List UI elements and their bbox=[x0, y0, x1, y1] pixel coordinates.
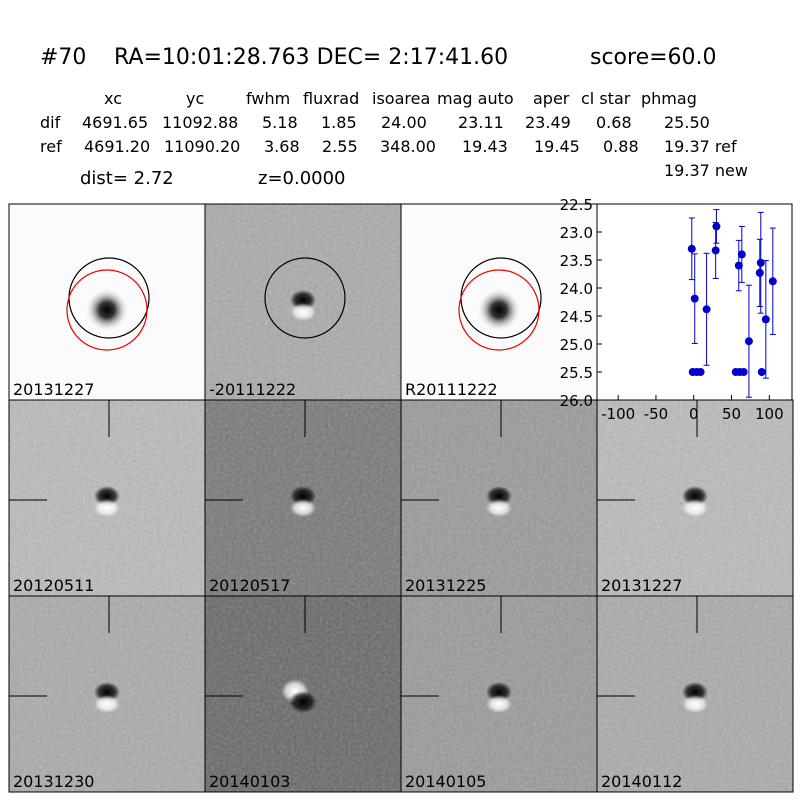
stamp-label: 20120511 bbox=[13, 576, 94, 595]
x-tick-label: -50 bbox=[644, 405, 669, 423]
blob-white bbox=[290, 499, 316, 517]
table-cell: 11092.88 bbox=[162, 113, 238, 132]
point bbox=[755, 268, 764, 277]
dist: dist= 2.72 bbox=[80, 168, 174, 189]
stamp-label: 20140105 bbox=[405, 772, 486, 791]
chart: 22.5 23.0 23.5 24.0 24.5 25.0 25.5 26.0 -100 -50 0… bbox=[560, 196, 793, 423]
column-header: mag auto bbox=[437, 89, 514, 108]
point bbox=[739, 368, 748, 376]
title-id: #70 bbox=[40, 45, 86, 70]
star bbox=[85, 288, 129, 332]
column-header: phmag bbox=[641, 89, 697, 108]
extra-mag: 19.37 new bbox=[664, 161, 748, 180]
y-tick-label: 26.0 bbox=[560, 392, 593, 410]
point bbox=[756, 258, 765, 267]
table-cell: 3.68 bbox=[264, 137, 300, 156]
table-cell: 19.43 bbox=[462, 137, 508, 156]
table-cell: 348.00 bbox=[380, 137, 436, 156]
table-cell: 2.55 bbox=[322, 137, 358, 156]
blob-dark bbox=[289, 691, 317, 713]
table-cell: 19.37 ref bbox=[664, 137, 737, 156]
table-cell: 23.11 bbox=[458, 113, 504, 132]
y-tick-label: 25.0 bbox=[560, 336, 593, 354]
y-tick-label: 23.5 bbox=[560, 252, 593, 270]
table-cell: 19.45 bbox=[534, 137, 580, 156]
point bbox=[711, 246, 720, 255]
blob-white bbox=[290, 303, 316, 321]
stamp-label: 20131225 bbox=[405, 576, 486, 595]
table-cell: ref bbox=[40, 137, 62, 156]
column-header: xc bbox=[104, 89, 122, 108]
point bbox=[757, 368, 766, 376]
x-tick-label: 50 bbox=[722, 405, 741, 423]
point bbox=[690, 294, 699, 303]
blob-white bbox=[486, 695, 512, 713]
point bbox=[744, 337, 753, 346]
blob-white bbox=[94, 695, 120, 713]
star bbox=[477, 288, 521, 332]
table-cell: 5.18 bbox=[262, 113, 298, 132]
blob-white bbox=[486, 499, 512, 517]
y-tick-label: 23.0 bbox=[560, 224, 593, 242]
column-header: fwhm bbox=[246, 89, 290, 108]
stamp-label: 20131227 bbox=[13, 380, 94, 399]
table-cell: 4691.65 bbox=[82, 113, 148, 132]
table-cell: 1.85 bbox=[321, 113, 357, 132]
point bbox=[734, 261, 743, 270]
table-cell: 23.49 bbox=[525, 113, 571, 132]
stamp-frame bbox=[596, 595, 794, 793]
y-tick-label: 24.5 bbox=[560, 308, 593, 326]
point bbox=[702, 305, 711, 314]
column-header: fluxrad bbox=[303, 89, 359, 108]
point bbox=[737, 250, 746, 259]
stamp-label: 20131227 bbox=[601, 576, 682, 595]
column-header: yc bbox=[186, 89, 204, 108]
table-cell: 24.00 bbox=[381, 113, 427, 132]
point bbox=[768, 277, 777, 286]
title-score: score=60.0 bbox=[590, 45, 717, 70]
y-tick-label: 24.0 bbox=[560, 280, 593, 298]
stamp-label: 20120517 bbox=[209, 576, 290, 595]
point bbox=[687, 244, 696, 253]
table-cell: 0.68 bbox=[596, 113, 632, 132]
stamp-label: 20140103 bbox=[209, 772, 290, 791]
stamp-label: 20131230 bbox=[13, 772, 94, 791]
x-tick-label: 0 bbox=[689, 405, 699, 423]
table-cell: 11090.20 bbox=[164, 137, 240, 156]
table-cell: 25.50 bbox=[664, 113, 710, 132]
blob-white bbox=[94, 499, 120, 517]
x-tick-label: 100 bbox=[755, 405, 784, 423]
stamp-label: -20111222 bbox=[209, 380, 296, 399]
aperture bbox=[264, 257, 346, 339]
point bbox=[761, 315, 770, 324]
table-cell: 0.88 bbox=[603, 137, 639, 156]
point bbox=[712, 222, 721, 231]
stamps: 20131227 -20111222 R20111222 20120511 201205… bbox=[8, 203, 794, 793]
table-cell: dif bbox=[40, 113, 61, 132]
y-tick-label: 22.5 bbox=[560, 196, 593, 214]
title-coords: RA=10:01:28.763 DEC= 2:17:41.60 bbox=[114, 45, 508, 70]
x-tick-label: -100 bbox=[601, 405, 635, 423]
column-header: isoarea bbox=[372, 89, 430, 108]
table-cell: 4691.20 bbox=[84, 137, 150, 156]
blob-white bbox=[682, 499, 708, 517]
point bbox=[696, 368, 705, 376]
aperture-ref bbox=[66, 269, 148, 351]
y-tick-label: 25.5 bbox=[560, 364, 593, 382]
blob-white bbox=[682, 695, 708, 713]
redshift: z=0.0000 bbox=[258, 168, 346, 189]
stamp-label: 20140112 bbox=[601, 772, 682, 791]
column-header: cl star bbox=[581, 89, 631, 108]
stamp-label: R20111222 bbox=[405, 380, 498, 399]
column-header: aper bbox=[533, 89, 570, 108]
aperture-ref bbox=[458, 269, 540, 351]
